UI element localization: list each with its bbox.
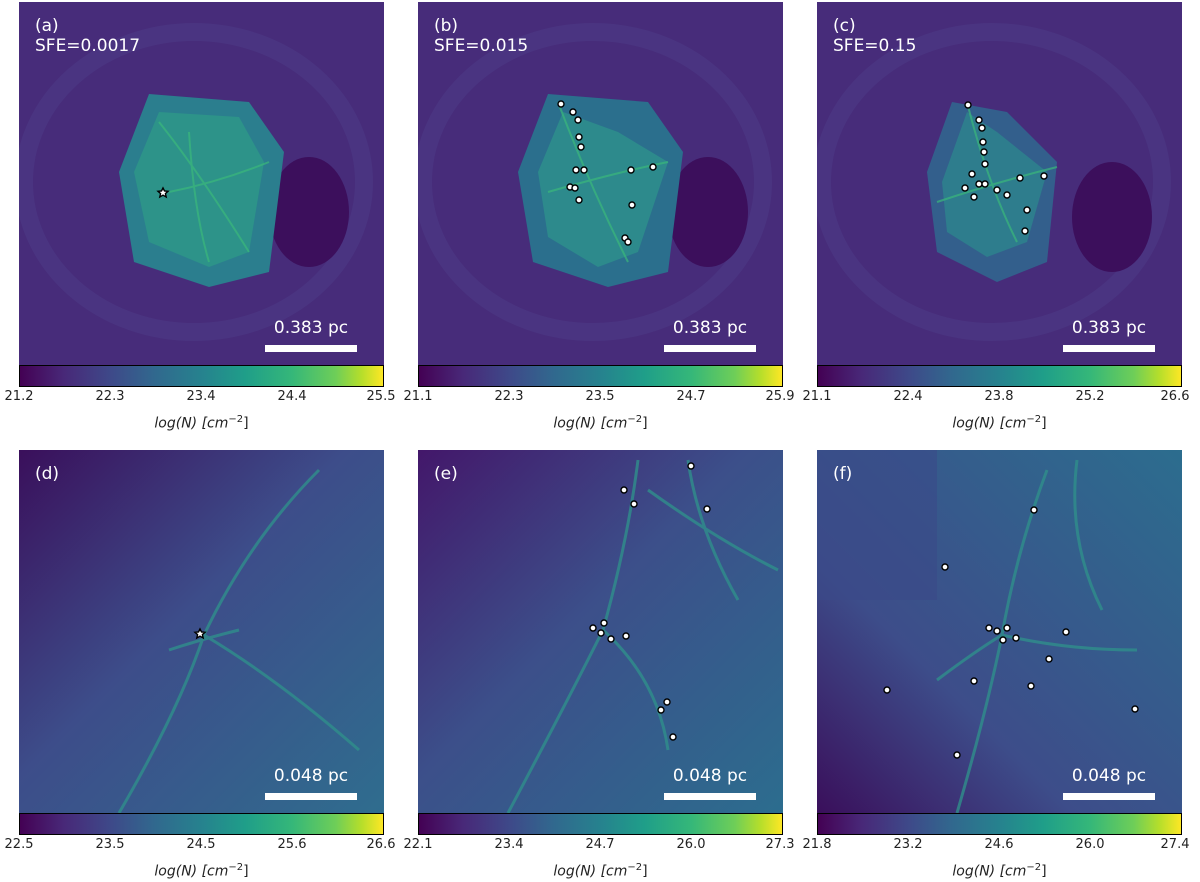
scale-bar-label: 0.383 pc: [1071, 318, 1147, 338]
colorbar-tick-label: 25.9: [765, 389, 795, 404]
colorbar-tick-label: 21.8: [802, 837, 832, 852]
scale-bar-label: 0.048 pc: [672, 766, 748, 786]
density-map-e: [418, 450, 783, 813]
colorbar-tick-label: 23.5: [95, 837, 125, 852]
colorbar-axis-label: log(N) [cm−2]: [553, 862, 648, 880]
colorbar-tick-label: 25.5: [366, 389, 396, 404]
panel-label: (f): [833, 464, 853, 484]
colorbar-axis-label: log(N) [cm−2]: [154, 414, 249, 432]
scale-bar: [1063, 793, 1155, 800]
colorbar-tick-label: 21.2: [4, 389, 34, 404]
colorbar-tick-label: 23.8: [984, 389, 1014, 404]
colorbar-tick-label: 24.7: [585, 837, 615, 852]
colorbar-tick-label: 24.5: [186, 837, 216, 852]
colorbar-tick-label: 22.5: [4, 837, 34, 852]
colorbar-tick-label: 24.4: [277, 389, 307, 404]
colorbar-tick-label: 22.3: [95, 389, 125, 404]
colorbar: [418, 365, 783, 387]
colorbar-tick-label: 26.0: [676, 837, 706, 852]
colorbar-tick-label: 25.6: [277, 837, 307, 852]
colorbar-tick-label: 26.6: [1160, 389, 1190, 404]
colorbar-tick-label: 26.0: [1075, 837, 1105, 852]
scale-bar: [664, 345, 756, 352]
scale-bar-label: 0.048 pc: [1071, 766, 1147, 786]
panel-label: (e): [434, 464, 458, 484]
colorbar-tick-label: 24.7: [676, 389, 706, 404]
star-marker: [193, 627, 207, 640]
scale-bar: [1063, 345, 1155, 352]
star-markers: [557, 100, 657, 246]
scale-bar: [265, 345, 357, 352]
scale-bar-label: 0.383 pc: [273, 318, 349, 338]
colorbar: [817, 365, 1182, 387]
scale-bar-label: 0.048 pc: [273, 766, 349, 786]
colorbar-axis-label: log(N) [cm−2]: [952, 414, 1047, 432]
colorbar-axis-label: log(N) [cm−2]: [553, 414, 648, 432]
density-map-a: [19, 2, 384, 365]
colorbar-tick-label: 21.1: [802, 389, 832, 404]
colorbar-tick-label: 22.1: [403, 837, 433, 852]
colorbar-tick-label: 26.6: [366, 837, 396, 852]
colorbar-tick-label: 27.4: [1160, 837, 1190, 852]
colorbar-tick-label: 22.3: [494, 389, 524, 404]
colorbar: [817, 813, 1182, 835]
density-map-c: [817, 2, 1182, 365]
density-map-b: [418, 2, 783, 365]
colorbar-tick-label: 27.3: [765, 837, 795, 852]
scale-bar-label: 0.383 pc: [672, 318, 748, 338]
colorbar: [19, 813, 384, 835]
colorbar-tick-label: 23.4: [494, 837, 524, 852]
panel-label: (d): [35, 464, 60, 484]
density-map-f: [817, 450, 1182, 813]
colorbar: [19, 365, 384, 387]
colorbar-tick-label: 22.4: [893, 389, 923, 404]
colorbar-tick-label: 23.5: [585, 389, 615, 404]
panel-label: (b) SFE=0.015: [434, 16, 529, 56]
colorbar-tick-label: 25.2: [1075, 389, 1105, 404]
star-markers: [961, 101, 1048, 235]
star-markers: [589, 462, 711, 741]
colorbar-axis-label: log(N) [cm−2]: [952, 862, 1047, 880]
colorbar: [418, 813, 783, 835]
star-marker: [156, 186, 170, 199]
colorbar-tick-label: 23.4: [186, 389, 216, 404]
panel-label: (c) SFE=0.15: [833, 16, 917, 56]
colorbar-tick-label: 24.6: [984, 837, 1014, 852]
colorbar-tick-label: 23.2: [893, 837, 923, 852]
colorbar-tick-label: 21.1: [403, 389, 433, 404]
panel-label: (a) SFE=0.0017: [35, 16, 141, 56]
scale-bar: [265, 793, 357, 800]
colorbar-axis-label: log(N) [cm−2]: [154, 862, 249, 880]
star-markers: [883, 506, 1139, 759]
scale-bar: [664, 793, 756, 800]
density-map-d: [19, 450, 384, 813]
